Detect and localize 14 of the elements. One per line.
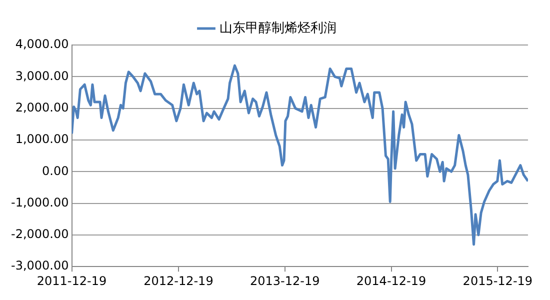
y-tick-label: -1,000.00 [10, 195, 69, 210]
y-tick-label: 3,000.00 [15, 68, 69, 83]
x-tick-label: 2013-12-19 [250, 274, 320, 288]
x-tick-label: 2011-12-19 [36, 274, 107, 288]
x-tick-label: 2014-12-19 [356, 274, 426, 288]
y-tick-label: -3,000.00 [10, 258, 69, 273]
x-tick-label: 2015-12-19 [462, 274, 533, 288]
y-tick-label: 1,000.00 [15, 132, 69, 146]
y-tick-label: 4,000.00 [15, 37, 69, 52]
y-tick-label: -2,000.00 [10, 227, 69, 242]
y-tick-label: 0.00 [42, 164, 69, 178]
x-tick-label: 2012-12-19 [144, 274, 214, 288]
legend-label: 山东甲醇制烯烃利润 [219, 20, 336, 36]
y-tick-label: 2,000.00 [15, 100, 69, 114]
